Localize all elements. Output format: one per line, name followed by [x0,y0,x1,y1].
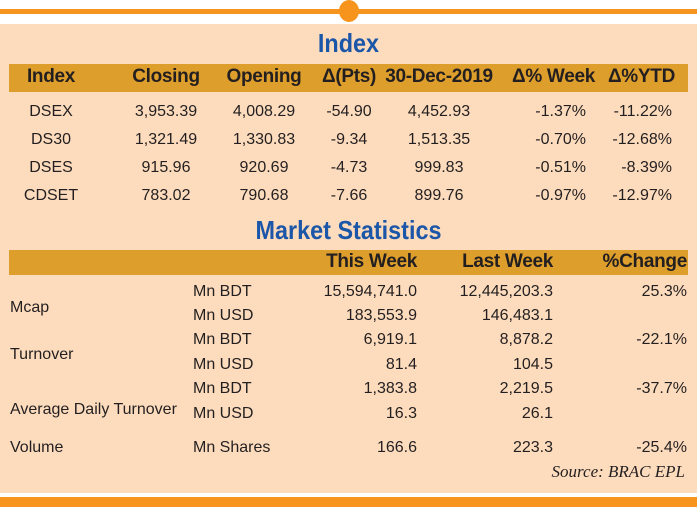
metric-value: 223.3 [512,439,553,456]
unit-label: Mn BDT [193,331,252,348]
index-name: DSES [29,159,73,176]
unit-label: Mn BDT [193,283,252,300]
index-header-cell: Δ% Week [511,66,595,87]
metric-label: Turnover [10,346,74,363]
metric-value: 26.1 [521,405,553,422]
index-name: DS30 [30,131,72,148]
metric-label: Volume [10,439,64,456]
index-value: -0.70% [535,131,586,148]
index-name: CDSET [23,187,79,204]
index-value: 4,452.93 [407,103,471,120]
index-value: 915.96 [141,159,191,176]
index-value: 1,513.35 [407,131,471,148]
top-rule-dot [339,0,359,22]
index-value: 1,330.83 [232,131,296,148]
market-header-cell: Last Week [462,251,553,272]
metric-value: -22.1% [636,331,687,348]
unit-label: Mn BDT [193,380,252,397]
metric-value: 1,383.8 [363,380,417,397]
index-value: -8.39% [621,159,672,176]
metric-value: 12,445,203.3 [459,283,553,300]
index-value: 920.69 [239,159,289,176]
index-value: -54.90 [326,103,372,120]
index-value: -9.34 [330,131,368,148]
index-value: 899.76 [414,187,464,204]
metric-value: 146,483.1 [481,307,553,324]
metric-label: Average Daily Turnover [10,401,177,418]
bottom-rule [0,497,697,507]
index-header-cell: 30-Dec-2019 [385,66,493,87]
market-header-cell: %Change [602,251,688,272]
metric-value: 25.3% [641,283,687,300]
index-value: 4,008.29 [232,103,296,120]
index-value: -0.51% [535,159,586,176]
index-name: DSEX [29,103,73,120]
metric-label: Mcap [10,299,50,316]
market-title: Market Statistics [255,215,442,245]
metric-value: 16.3 [385,405,417,422]
index-value: -12.97% [612,187,672,204]
metric-value: 81.4 [385,356,417,373]
index-title: Index [317,28,380,58]
metric-value: 8,878.2 [499,331,553,348]
index-value: 3,953.39 [134,103,198,120]
unit-label: Mn Shares [193,439,271,456]
unit-label: Mn USD [193,356,254,373]
index-value: 790.68 [239,187,289,204]
index-header-cell: Δ(Pts) [321,66,377,87]
index-value: 999.83 [414,159,464,176]
unit-label: Mn USD [193,405,254,422]
metric-value: 6,919.1 [363,331,417,348]
metric-value: -37.7% [636,380,687,397]
metric-value: 104.5 [512,356,553,373]
metric-value: 183,553.9 [345,307,417,324]
index-value: 1,321.49 [134,131,198,148]
metric-value: 2,219.5 [499,380,553,397]
index-value: -7.66 [330,187,368,204]
index-header-cell: Index [26,66,76,87]
index-value: 783.02 [141,187,191,204]
index-value: -1.37% [535,103,586,120]
metric-value: -25.4% [636,439,687,456]
index-value: -4.73 [330,159,368,176]
index-header-cell: Opening [226,66,302,87]
market-header-cell: This Week [326,251,417,272]
unit-label: Mn USD [193,307,254,324]
index-header-cell: Closing [132,66,200,87]
index-value: -12.68% [612,131,672,148]
index-header-bar [9,64,688,92]
index-value: -0.97% [535,187,586,204]
metric-value: 15,594,741.0 [323,283,417,300]
market-header-bar [9,250,688,275]
source-note: Source: BRAC EPL [551,462,685,481]
index-value: -11.22% [613,103,672,120]
metric-value: 166.6 [376,439,417,456]
index-header-cell: Δ%YTD [607,66,675,87]
